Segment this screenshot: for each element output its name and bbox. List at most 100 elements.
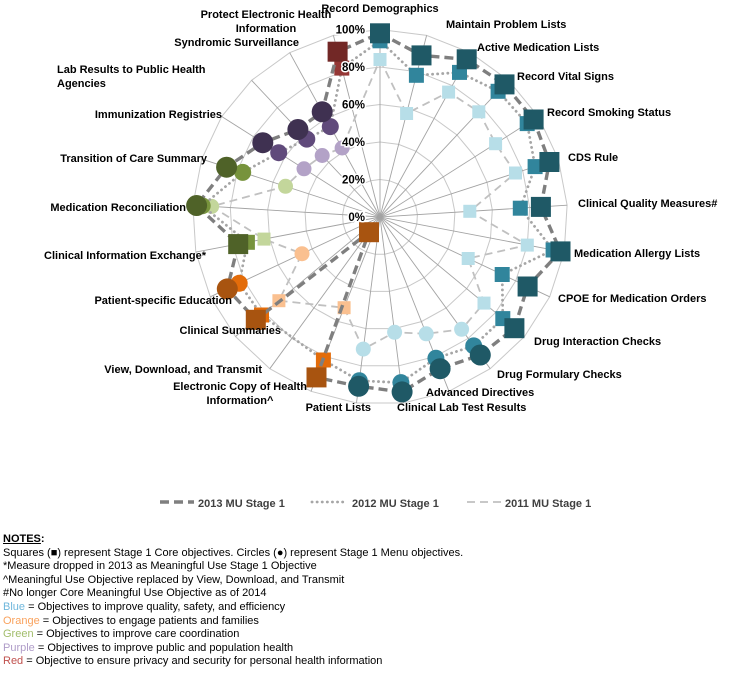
note-line: *Measure dropped in 2013 as Meaningful U…	[3, 560, 317, 573]
data-point-circle-2011	[418, 326, 434, 342]
data-point-square-2011	[472, 105, 486, 119]
data-point-square-2013	[504, 318, 525, 339]
axis-label: Patient Lists	[306, 402, 371, 414]
color-key-line: Red = Objective to ensure privacy and se…	[3, 655, 733, 669]
grid-ring	[342, 178, 418, 255]
data-point-square-2013	[550, 241, 571, 262]
axis-label: Syndromic Surveillance	[174, 37, 299, 49]
axis-label: View, Download, and Transmit	[104, 364, 262, 376]
color-key-line: Blue = Objectives to improve quality, sa…	[3, 601, 733, 615]
note-line: Squares (■) represent Stage 1 Core objec…	[3, 546, 464, 559]
legend-item: 2011 MU Stage 1	[467, 498, 591, 510]
data-point-square-2013	[411, 45, 432, 66]
data-point-circle-2012	[270, 144, 288, 162]
axis-label: Protect Electronic Health Information	[201, 9, 332, 35]
axis-label: Clinical Information Exchange*	[44, 250, 207, 262]
axis-label: Record Smoking Status	[547, 107, 671, 119]
color-key-term: Green	[3, 628, 34, 641]
axis-spoke	[379, 216, 565, 253]
radar-chart: 0% 20% 40% 60% 80% 100% Record Demographics Mai…	[44, 3, 717, 510]
data-point-square-2013	[359, 222, 379, 243]
data-point-square-2013	[370, 23, 390, 44]
data-point-circle-2013	[252, 132, 274, 154]
axis-spoke	[379, 216, 404, 404]
data-point-circle-2013	[348, 375, 370, 397]
data-point-circle-2011	[454, 321, 470, 337]
axis-label: Medication Allergy Lists	[574, 248, 700, 260]
data-point-square-2013	[523, 109, 544, 130]
axis-spoke	[379, 79, 509, 218]
radial-tick-label: 40%	[342, 137, 365, 149]
data-point-circle-2013	[287, 119, 309, 140]
color-key-text: = Objectives to engage patients and fami…	[39, 614, 259, 627]
axis-label: Clinical Quality Measures#	[578, 198, 717, 210]
notes-header: NOTES:	[3, 533, 45, 545]
data-point-circle-2013	[391, 381, 413, 403]
color-key-line: Green = Objectives to improve care coord…	[3, 628, 733, 642]
axis-label: Electronic Copy of Health Information^	[173, 381, 307, 407]
data-point-circle-2012	[321, 118, 339, 136]
legend-label: 2012 MU Stage 1	[352, 498, 439, 510]
axis-label: Drug Formulary Checks	[497, 369, 622, 381]
grid-ring	[304, 141, 456, 292]
axis-label: CDS Rule	[568, 152, 618, 164]
radial-tick-label: 20%	[342, 175, 365, 187]
data-point-square-2013	[327, 41, 348, 62]
data-point-circle-2013	[429, 358, 451, 380]
data-point-circle-2011	[387, 324, 403, 340]
color-key-text: = Objectives to improve care coordinatio…	[33, 628, 240, 641]
grid-ring	[229, 66, 531, 367]
axis-spoke	[289, 52, 381, 218]
color-key-line: Orange = Objectives to engage patients a…	[3, 615, 733, 629]
axis-label: Drug Interaction Checks	[534, 336, 661, 348]
color-key-term: Red	[3, 655, 24, 668]
color-key-term: Blue	[3, 600, 26, 613]
axis-label: Patient-specific Education	[94, 295, 232, 307]
color-key-text: = Objective to ensure privacy and securi…	[23, 655, 383, 668]
data-point-square-2013	[539, 152, 560, 172]
data-point-circle-2013	[216, 156, 238, 178]
axis-label: Immunization Registries	[95, 109, 222, 121]
data-point-circle-2013	[186, 195, 208, 216]
notes-section: NOTES: Squares (■) represent Stage 1 Cor…	[3, 533, 733, 669]
data-point-circle-2011	[296, 161, 312, 177]
axis-spoke	[251, 79, 381, 218]
data-point-circle-2011	[314, 148, 330, 163]
color-key-text: = Objectives to improve quality, safety,…	[25, 600, 286, 613]
grid-ring	[267, 103, 493, 330]
data-point-circle-2013	[216, 278, 238, 300]
radial-tick-label: 0%	[348, 212, 365, 224]
radial-tick-label: 80%	[342, 62, 365, 74]
data-point-square-2013	[530, 196, 551, 217]
legend-label: 2011 MU Stage 1	[505, 498, 591, 510]
axis-spoke	[379, 116, 539, 218]
legend-label: 2013 MU Stage 1	[198, 498, 285, 510]
data-point-square-2013	[494, 74, 515, 95]
axis-label: Record Demographics	[321, 3, 438, 15]
data-point-circle-2011	[334, 140, 350, 156]
axis-spoke	[356, 216, 381, 404]
data-point-square-2011	[463, 204, 477, 218]
data-point-square-2013	[228, 234, 249, 255]
data-point-square-2013	[245, 309, 266, 330]
data-point-square-2011	[509, 166, 522, 180]
axis-label: Record Vital Signs	[517, 71, 614, 83]
data-point-square-2013	[456, 49, 477, 70]
notes-lines: Squares (■) represent Stage 1 Core objec…	[3, 547, 733, 669]
radial-tick-label: 60%	[342, 100, 365, 112]
color-key-term: Orange	[3, 614, 40, 627]
data-point-square-2012	[527, 159, 543, 175]
color-key-line: Purple = Objectives to improve public an…	[3, 642, 733, 656]
axis-label: Clinical Summaries	[180, 325, 282, 337]
note-line: ^Meaningful Use Objective replaced by Vi…	[3, 573, 345, 586]
axis-label: CPOE for Medication Orders	[558, 293, 707, 305]
data-point-circle-2012	[234, 163, 252, 181]
data-point-square-2012	[408, 67, 424, 83]
color-key-term: Purple	[3, 641, 35, 654]
data-point-square-2013	[306, 367, 327, 388]
axis-spoke	[269, 216, 381, 369]
axis-spoke	[192, 204, 381, 218]
data-point-square-2011	[257, 232, 271, 246]
axis-spoke	[195, 216, 381, 253]
